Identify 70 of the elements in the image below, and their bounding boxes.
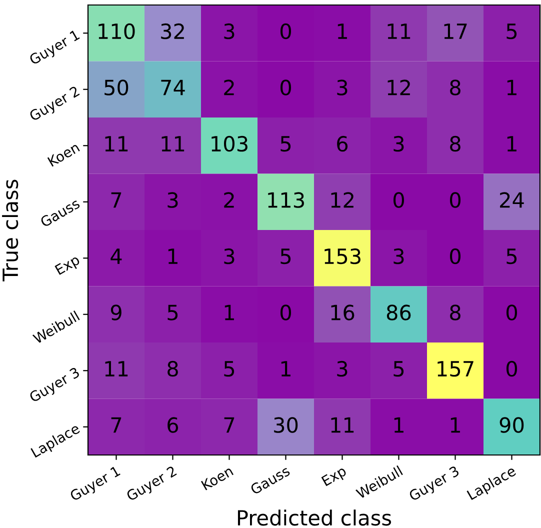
data-label: 0 [280,304,291,320]
data-label: 3 [394,248,404,264]
data-label: 1 [507,80,516,96]
data-label: 110 [98,23,135,40]
data-label: 103 [212,136,248,152]
data-label: 157 [438,361,474,377]
data-label: 0 [450,192,460,208]
data-label: 3 [394,136,404,152]
data-label: 0 [393,192,404,208]
data-label: 5 [224,361,234,377]
data-label: 7 [111,192,122,208]
data-label: 50 [104,80,128,96]
data-label: 1 [224,304,234,320]
data-label: 11 [105,136,128,152]
data-label: 0 [506,304,517,320]
data-label: 0 [280,80,291,96]
data-label: 11 [162,136,184,152]
data-label: 5 [506,24,517,40]
data-label: 5 [280,248,291,264]
data-label: 1 [338,24,347,39]
data-label: 2 [224,80,234,96]
data-label: 1 [394,417,404,433]
data-label: 3 [337,80,348,96]
data-label: 17 [444,24,467,39]
data-label: 16 [331,304,354,320]
data-label: 8 [450,136,460,152]
data-label: 1 [507,136,516,152]
y-tick-label: Exp [54,254,82,278]
data-label: 24 [500,192,524,208]
data-label: 8 [450,304,460,320]
data-label: 113 [268,192,304,208]
data-label: 8 [168,360,178,377]
data-label: 90 [500,417,524,433]
data-label: 4 [110,248,122,264]
y-axis-title: True class [2,180,18,282]
data-label: 86 [386,304,411,320]
data-label: 5 [168,304,178,320]
data-label: 7 [224,417,234,433]
data-label: 0 [506,360,517,377]
data-label: 8 [450,80,460,96]
data-label: 1 [168,248,178,264]
data-label: 153 [324,248,360,264]
data-label: 6 [168,417,178,433]
data-label: 1 [281,361,290,376]
data-label: 5 [506,248,517,264]
data-label: 3 [168,192,178,208]
data-label: 11 [331,417,354,433]
y-tick-label: Koen [47,142,80,167]
data-label: 5 [394,361,404,377]
data-label: 74 [161,80,185,96]
data-label: 5 [280,136,291,152]
data-label: 30 [274,417,298,433]
data-label: 11 [105,361,128,376]
x-axis-title: Predicted class [238,510,392,526]
x-tick-label: Koen [200,466,234,490]
data-label: 12 [331,192,354,208]
data-label: 3 [337,360,348,377]
data-label: 9 [110,304,122,320]
data-label: 0 [450,248,460,264]
data-label: 32 [161,23,184,40]
data-label: 6 [337,136,348,152]
data-label: 7 [111,417,122,433]
data-label: 2 [224,192,234,208]
data-label: 0 [280,23,291,40]
x-tick-label: Exp [321,465,348,489]
data-label: 1 [450,417,460,433]
data-label: 12 [388,80,410,96]
data-label: 3 [224,248,234,264]
data-label: 3 [224,23,234,40]
data-label: 11 [388,24,410,39]
